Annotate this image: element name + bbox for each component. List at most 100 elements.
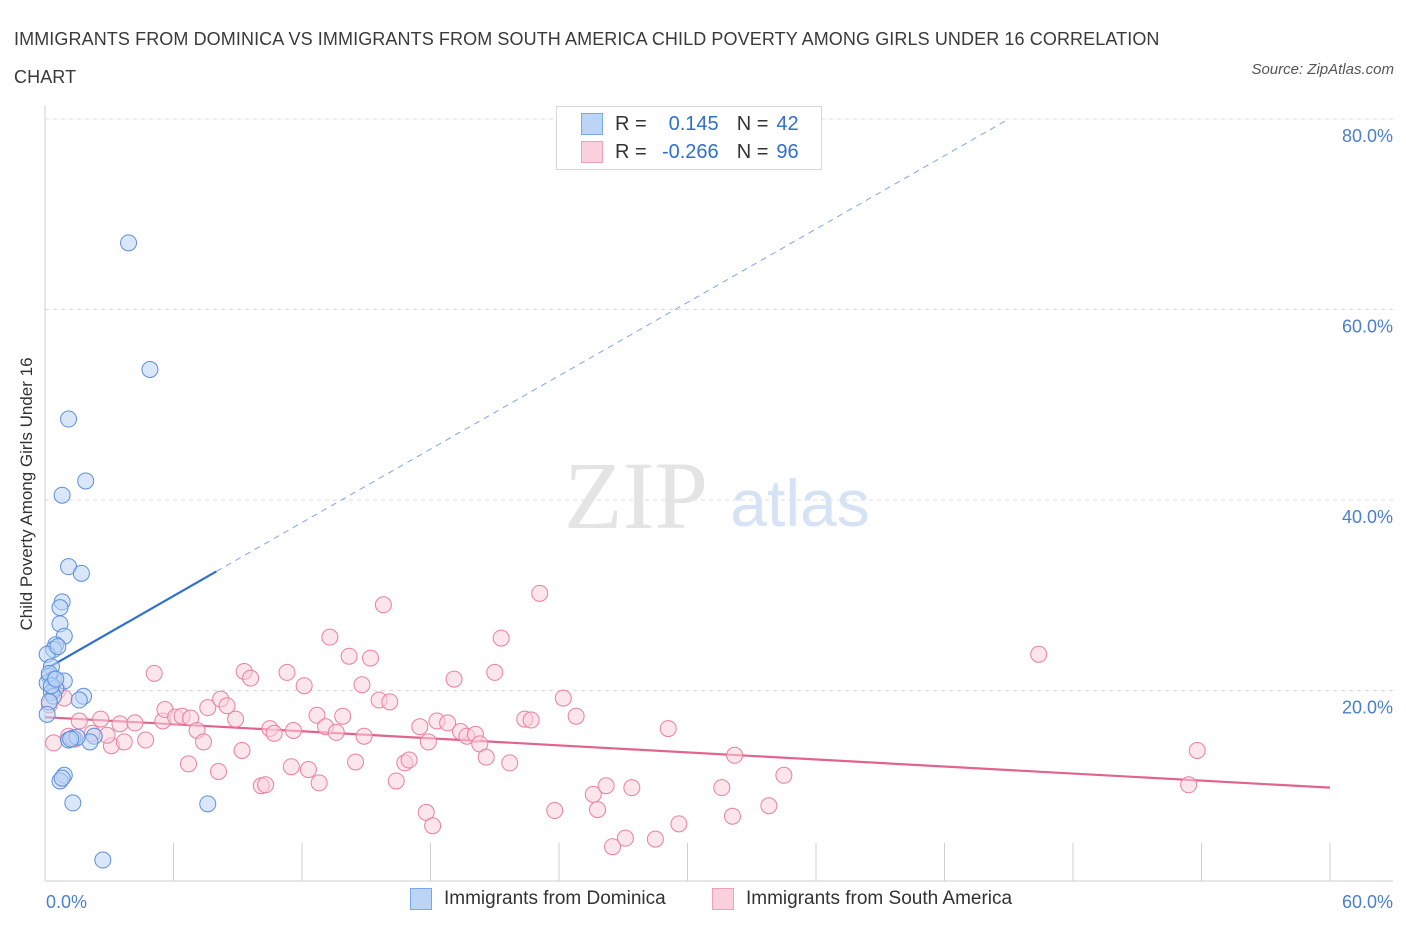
n-label: N =: [736, 140, 769, 163]
point-south-america: [334, 707, 352, 725]
point-south-america: [227, 710, 245, 728]
x-tick-label: 60.0%: [1342, 892, 1393, 912]
trend-line-dominica-extension: [216, 118, 1009, 572]
point-dominica: [72, 564, 90, 582]
point-south-america: [659, 720, 677, 738]
point-south-america: [445, 670, 463, 688]
stats-legend: R = 0.145 N = 42 R = -0.266 N = 96: [556, 106, 822, 170]
point-south-america: [477, 748, 495, 766]
legend-swatch-dominica: [581, 113, 603, 135]
point-south-america: [604, 838, 622, 856]
point-south-america: [554, 689, 572, 707]
n-value: 42: [776, 112, 799, 135]
watermark-atlas: atlas: [730, 466, 869, 540]
point-south-america: [623, 779, 641, 797]
tick-labels: 20.0% 40.0% 60.0% 80.0% 0.0% 60.0%: [46, 126, 1393, 912]
point-dominica: [94, 851, 112, 869]
point-south-america: [145, 664, 163, 682]
point-south-america: [546, 802, 564, 820]
legend-item-south-america[interactable]: Immigrants from South America: [712, 888, 1012, 910]
point-south-america: [419, 733, 437, 751]
point-south-america: [492, 629, 510, 647]
point-south-america: [115, 733, 133, 751]
point-south-america: [218, 697, 236, 715]
point-dominica: [62, 730, 80, 748]
point-south-america: [713, 779, 731, 797]
point-south-america: [310, 774, 328, 792]
point-south-america: [353, 676, 371, 694]
point-south-america: [597, 777, 615, 795]
point-south-america: [400, 751, 418, 769]
point-dominica: [77, 472, 95, 490]
point-south-america: [374, 596, 392, 614]
point-south-america: [1030, 645, 1048, 663]
point-south-america: [347, 753, 365, 771]
point-dominica: [141, 361, 159, 379]
r-value: 0.145: [668, 112, 719, 135]
point-south-america: [242, 669, 260, 687]
n-label: N =: [736, 112, 769, 135]
point-south-america: [111, 715, 129, 733]
y-tick-label: 20.0%: [1342, 698, 1393, 718]
point-south-america: [295, 677, 313, 695]
point-south-america: [726, 746, 744, 764]
point-south-america: [209, 762, 227, 780]
point-south-america: [424, 817, 442, 835]
point-dominica: [64, 794, 82, 812]
legend-label-dominica: Immigrants from Dominica: [444, 888, 666, 909]
point-south-america: [387, 772, 405, 790]
legend-item-dominica[interactable]: Immigrants from Dominica: [410, 888, 666, 910]
r-value: -0.266: [661, 140, 719, 163]
point-dominica: [60, 410, 78, 428]
point-south-america: [1188, 742, 1206, 760]
point-south-america: [282, 758, 300, 776]
trend-line-dominica: [44, 570, 217, 671]
series-legend: Immigrants from Dominica Immigrants from…: [0, 888, 1406, 916]
point-dominica: [199, 795, 217, 813]
point-south-america: [531, 584, 549, 602]
legend-row-dominica: R = 0.145 N = 42: [581, 111, 799, 137]
point-dominica: [53, 769, 71, 787]
point-dominica: [38, 705, 56, 723]
point-south-america: [567, 707, 585, 725]
point-south-america: [126, 714, 144, 732]
legend-swatch-dominica: [410, 888, 432, 910]
point-south-america: [439, 714, 457, 732]
point-south-america: [265, 724, 283, 742]
point-south-america: [70, 712, 88, 730]
point-south-america: [589, 801, 607, 819]
point-south-america: [411, 718, 429, 736]
point-south-america: [284, 722, 302, 740]
data-points: [38, 234, 1206, 869]
y-tick-label: 60.0%: [1342, 317, 1393, 337]
watermark-zip: ZIP: [564, 442, 708, 549]
source-note: Source: ZipAtlas.com: [1251, 61, 1394, 78]
y-tick-label: 40.0%: [1342, 507, 1393, 527]
point-south-america: [486, 663, 504, 681]
point-dominica: [53, 486, 71, 504]
point-dominica: [120, 234, 138, 252]
chart-title: IMMIGRANTS FROM DOMINICA VS IMMIGRANTS F…: [14, 29, 1160, 87]
point-south-america: [199, 699, 217, 717]
legend-label-south-america: Immigrants from South America: [746, 888, 1013, 909]
point-south-america: [92, 710, 110, 728]
point-dominica: [49, 638, 67, 656]
point-south-america: [233, 742, 251, 760]
r-label: R =: [615, 140, 647, 163]
y-tick-label: 80.0%: [1342, 126, 1393, 146]
point-south-america: [670, 815, 688, 833]
x-tick-label: 0.0%: [46, 892, 87, 912]
gridlines: [45, 118, 1393, 691]
point-south-america: [616, 829, 634, 847]
point-south-america: [45, 734, 63, 752]
point-dominica: [70, 691, 88, 709]
point-south-america: [321, 628, 339, 646]
legend-row-south-america: R = -0.266 N = 96: [581, 139, 799, 165]
trend-lines: [44, 118, 1331, 789]
point-south-america: [522, 711, 540, 729]
point-south-america: [501, 754, 519, 772]
n-value: 96: [776, 140, 799, 163]
point-south-america: [257, 776, 275, 794]
point-south-america: [278, 663, 296, 681]
point-south-america: [137, 731, 155, 749]
